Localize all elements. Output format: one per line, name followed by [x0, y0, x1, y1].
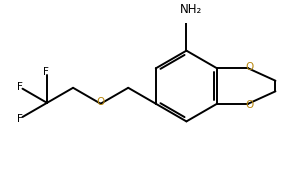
- Text: NH₂: NH₂: [180, 2, 203, 16]
- Text: O: O: [245, 62, 253, 72]
- Text: F: F: [17, 82, 23, 92]
- Text: O: O: [245, 100, 253, 110]
- Text: F: F: [17, 114, 23, 124]
- Text: F: F: [43, 67, 49, 77]
- Text: O: O: [97, 97, 105, 107]
